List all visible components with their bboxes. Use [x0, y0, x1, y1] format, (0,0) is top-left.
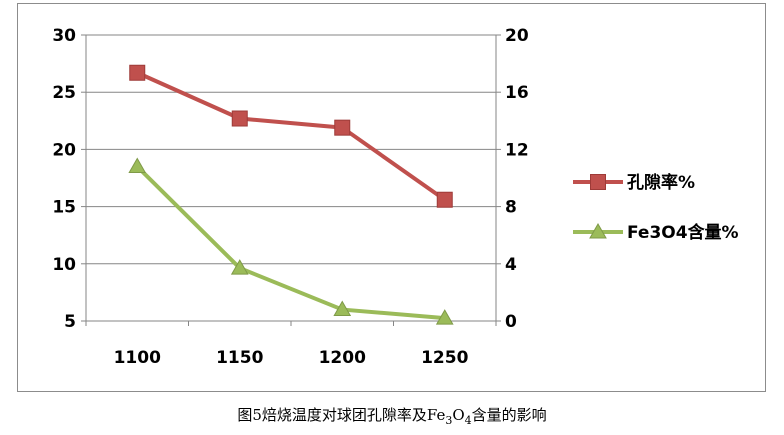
left-tick-label: 15: [52, 198, 76, 218]
data-point-0: [436, 191, 453, 208]
x-tick-label: 1150: [216, 348, 263, 368]
right-tick-label: 8: [505, 198, 517, 218]
left-axis-ticks: 5 10 15 20 25 30: [52, 26, 76, 332]
data-point-0: [231, 110, 248, 127]
data-point-1: [230, 259, 249, 275]
x-tick-label: 1200: [319, 348, 366, 368]
x-tick-label: 1100: [114, 348, 161, 368]
x-tick-label: 1250: [421, 348, 468, 368]
gridlines: [86, 34, 496, 265]
caption-prefix: 图5焙烧温度对球团孔隙率及Fe: [237, 406, 446, 424]
series-group: [128, 64, 454, 325]
left-tick-label: 30: [52, 26, 76, 46]
data-point-0: [334, 119, 351, 136]
right-tick-label: 20: [505, 26, 529, 46]
x-axis-ticks: 1100 1150 1200 1250: [114, 348, 469, 368]
legend: 孔隙率% Fe3O4含量%: [573, 172, 739, 243]
legend-marker-0: [590, 174, 606, 190]
caption-oxygen: O: [452, 406, 465, 424]
right-tick-label: 12: [505, 140, 529, 160]
legend-marker-1: [589, 222, 607, 239]
caption-suffix: 含量的影响: [471, 406, 547, 424]
left-tick-label: 25: [52, 83, 76, 103]
line-chart: 5 10 15 20 25 30 0 4 8 12 16 20 1100 1150 1200 1250 孔…: [52, 26, 739, 368]
right-tick-label: 4: [505, 255, 517, 275]
left-tick-label: 20: [52, 140, 76, 160]
caption-subscript-3: 3: [445, 414, 453, 427]
left-tick-label: 10: [52, 255, 76, 275]
series-line-1: [135, 165, 445, 321]
chart-frame: 5 10 15 20 25 30 0 4 8 12 16 20 1100 1150 1200 1250 孔…: [17, 3, 766, 392]
data-point-1: [435, 309, 454, 325]
left-tick-label: 5: [64, 312, 76, 332]
series-line-0: [136, 70, 446, 202]
data-point-1: [128, 157, 147, 174]
caption-subscript-4: 4: [464, 414, 472, 427]
right-tick-label: 16: [505, 83, 529, 103]
axes: [81, 34, 501, 326]
legend-label-1: Fe3O4含量%: [627, 222, 739, 243]
legend-label-0: 孔隙率%: [627, 172, 695, 193]
data-point-0: [129, 64, 146, 81]
data-point-1: [333, 300, 352, 317]
figure-caption: 图5焙烧温度对球团孔隙率及Fe3O4含量的影响: [0, 404, 784, 427]
right-tick-label: 0: [505, 312, 517, 332]
right-axis-ticks: 0 4 8 12 16 20: [505, 26, 529, 332]
